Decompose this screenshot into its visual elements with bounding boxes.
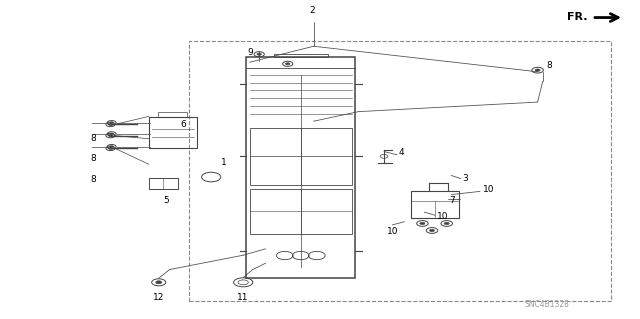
Circle shape <box>285 63 290 65</box>
Text: 8: 8 <box>90 175 96 184</box>
Text: 6: 6 <box>180 120 186 129</box>
Text: 8: 8 <box>547 61 552 70</box>
Circle shape <box>429 229 435 232</box>
Text: 1: 1 <box>221 158 227 167</box>
Circle shape <box>109 146 114 148</box>
Text: 4: 4 <box>399 148 404 157</box>
Bar <box>412 190 460 218</box>
Circle shape <box>109 122 114 124</box>
Text: 3: 3 <box>462 174 468 182</box>
Bar <box>149 178 178 189</box>
Circle shape <box>420 222 425 225</box>
Text: 11: 11 <box>237 293 249 302</box>
Text: 7: 7 <box>449 196 455 204</box>
Text: 9: 9 <box>247 48 253 57</box>
Circle shape <box>108 147 113 149</box>
Bar <box>250 128 352 185</box>
Circle shape <box>108 123 113 125</box>
Text: 10: 10 <box>387 227 399 236</box>
Circle shape <box>156 281 162 284</box>
Circle shape <box>109 133 114 135</box>
Bar <box>189 41 611 301</box>
Bar <box>250 189 352 234</box>
Circle shape <box>535 69 540 71</box>
Circle shape <box>257 53 262 56</box>
Circle shape <box>444 222 449 225</box>
Text: 10: 10 <box>436 212 448 221</box>
Bar <box>246 57 355 278</box>
Text: 5: 5 <box>164 196 169 205</box>
Text: 8: 8 <box>90 134 96 143</box>
Bar <box>274 54 328 57</box>
Text: 12: 12 <box>153 293 164 302</box>
Text: 2: 2 <box>309 6 314 15</box>
Bar <box>149 117 197 147</box>
Circle shape <box>108 135 113 137</box>
Text: 10: 10 <box>483 185 494 194</box>
Text: SNC4B1328: SNC4B1328 <box>525 300 570 309</box>
Bar <box>159 113 188 117</box>
Text: 8: 8 <box>90 154 96 163</box>
Text: FR.: FR. <box>567 12 588 22</box>
